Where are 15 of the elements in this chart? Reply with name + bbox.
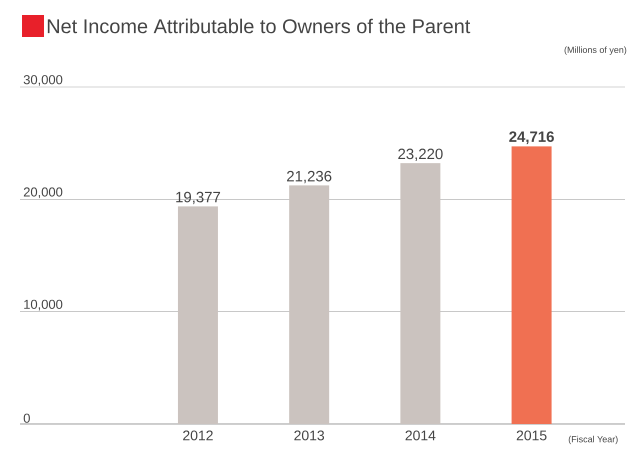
data-label: 19,377 bbox=[176, 192, 220, 204]
y-axis-title: (Millions of yen) bbox=[564, 46, 626, 55]
y-tick-label: 30,000 bbox=[24, 75, 62, 86]
y-tick-label: 10,000 bbox=[24, 300, 62, 310]
data-label: 23,220 bbox=[398, 148, 443, 161]
data-label: 24,716 bbox=[509, 131, 554, 144]
y-tick-label: 0 bbox=[24, 414, 30, 423]
x-tick-label: 2014 bbox=[406, 430, 436, 440]
chart-title: Net Income Attributable to Owners of the Parent bbox=[48, 18, 470, 34]
x-tick-label: 2013 bbox=[294, 430, 324, 440]
y-tick-label: 20,000 bbox=[24, 187, 62, 198]
x-tick-label: 2012 bbox=[183, 430, 213, 440]
x-axis-title: (Fiscal Year) bbox=[568, 436, 618, 444]
x-tick-label: 2015 bbox=[516, 430, 547, 440]
data-label: 21,236 bbox=[287, 170, 332, 184]
